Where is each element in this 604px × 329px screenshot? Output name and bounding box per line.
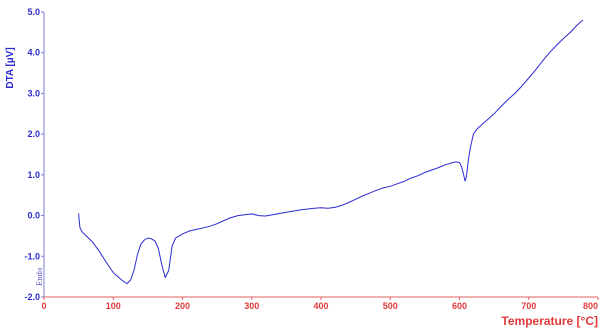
y-tick-label: 4.0 bbox=[27, 48, 40, 58]
x-axis-ticks: 0 100 200 300 400 500 600 700 800 bbox=[41, 297, 599, 311]
x-tick-label: 100 bbox=[106, 301, 121, 311]
y-tick-label: 0.0 bbox=[27, 211, 40, 221]
x-tick-label: 400 bbox=[313, 301, 328, 311]
x-tick-label: 500 bbox=[383, 301, 398, 311]
y-tick-label: -2.0 bbox=[24, 292, 40, 302]
x-tick-label: 0 bbox=[41, 301, 46, 311]
y-axis-label: DTA [µV] bbox=[5, 47, 16, 88]
endo-label: Endo bbox=[36, 268, 44, 286]
y-tick-label: -1.0 bbox=[24, 251, 40, 261]
y-tick-label: 5.0 bbox=[27, 7, 40, 17]
y-tick-label: 1.0 bbox=[27, 170, 40, 180]
dta-series-line bbox=[78, 19, 584, 285]
x-tick-label: 700 bbox=[521, 301, 536, 311]
plot-frame bbox=[43, 12, 598, 298]
x-axis-label: Temperature [°C] bbox=[501, 314, 598, 328]
x-tick-label: 200 bbox=[175, 301, 190, 311]
series-layer bbox=[78, 19, 584, 285]
x-tick-label: 300 bbox=[244, 301, 259, 311]
y-tick-label: 2.0 bbox=[27, 129, 40, 139]
x-tick-label: 800 bbox=[583, 301, 598, 311]
y-axis-ticks: -2.0 -1.0 0.0 1.0 2.0 3.0 4.0 5.0 bbox=[24, 7, 44, 302]
y-tick-label: 3.0 bbox=[27, 88, 40, 98]
x-tick-label: 600 bbox=[452, 301, 467, 311]
